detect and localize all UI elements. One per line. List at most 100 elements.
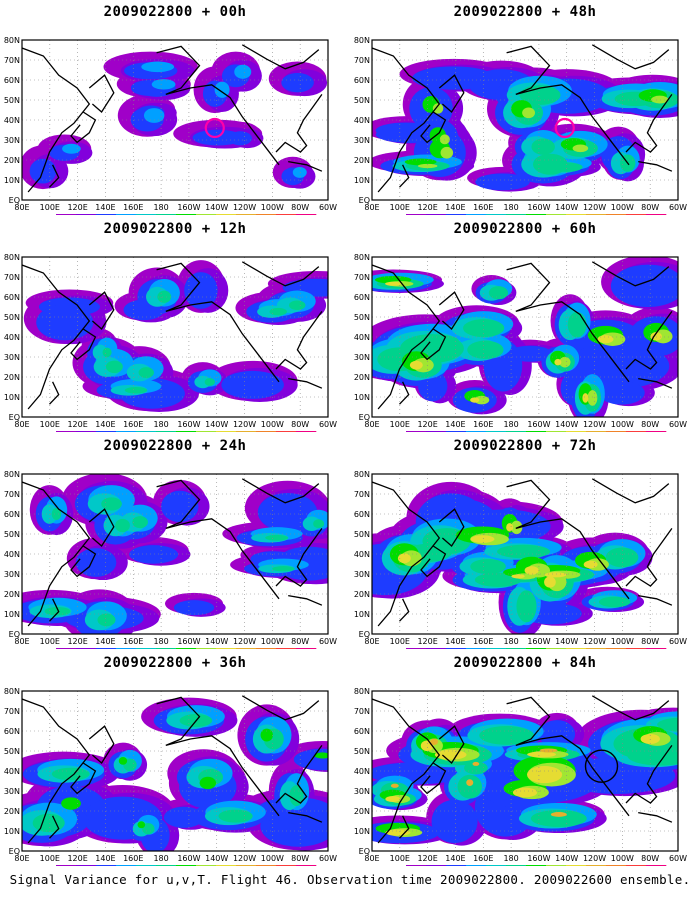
colorbar-swatch <box>256 865 277 866</box>
colorbar-swatch <box>256 214 277 215</box>
lon-tick-label: 180 <box>153 637 168 646</box>
variance-contour <box>527 766 563 784</box>
colorbar-swatch <box>606 865 627 866</box>
lat-tick-label: EQ <box>9 196 20 205</box>
colorbar-swatch <box>586 865 607 866</box>
variance-contour <box>32 813 65 833</box>
colorbar-swatch <box>466 214 487 215</box>
colorbar-swatch <box>466 865 487 866</box>
lon-tick-label: 120E <box>417 203 437 212</box>
lat-tick-label: 20N <box>354 807 370 816</box>
colorbar-swatch <box>486 865 507 866</box>
variance-contour <box>522 107 536 119</box>
lat-tick-label: 50N <box>4 747 20 756</box>
coastline <box>638 594 673 606</box>
coastline <box>241 44 320 70</box>
lon-tick-label: 60W <box>669 637 687 646</box>
colorbar-swatch <box>156 865 177 866</box>
variance-contour <box>199 776 217 790</box>
colorbar-swatch <box>276 431 297 432</box>
lon-tick-label: 80W <box>291 203 309 212</box>
lat-tick-label: 10N <box>354 393 370 402</box>
coastline <box>420 762 447 795</box>
colorbar-swatch <box>526 431 547 432</box>
lon-tick-label: 160E <box>123 420 143 429</box>
variance-contour <box>385 281 402 286</box>
variance-contour <box>597 335 614 344</box>
variance-contour <box>488 286 509 300</box>
variance-contour <box>138 367 154 378</box>
lon-tick-label: 60W <box>669 203 687 212</box>
variance-contour <box>204 378 216 386</box>
variance-contour <box>102 347 112 358</box>
map-panel: 2009022800 + 00h 80N 70N 60N 50N 40N 30N 20N 10N… <box>0 0 350 215</box>
lon-tick-label: 120W <box>583 854 606 863</box>
colorbar-swatch <box>176 865 197 866</box>
coastline <box>88 74 115 113</box>
variance-contour <box>587 390 598 406</box>
colorbar-swatch <box>116 431 137 432</box>
lon-tick-label: 60W <box>669 854 687 863</box>
colorbar-swatch <box>136 865 157 866</box>
variance-contour <box>173 600 215 616</box>
variance-contour <box>218 809 253 823</box>
variance-contour <box>151 79 176 90</box>
colorbar-swatch <box>506 865 527 866</box>
variance-contour <box>314 752 328 759</box>
coastline <box>506 479 630 600</box>
variance-contour <box>260 728 273 742</box>
lon-tick-label: 80W <box>641 637 659 646</box>
variance-contour <box>610 264 678 308</box>
lat-tick-label: 50N <box>4 96 20 105</box>
lat-tick-label: 70N <box>354 273 370 282</box>
variance-contour <box>511 574 525 579</box>
variance-contour <box>605 547 639 568</box>
lon-tick-label: 60W <box>319 420 337 429</box>
colorbar-swatch <box>506 648 527 649</box>
lon-tick-label: 140E <box>95 420 115 429</box>
variance-contour <box>539 720 576 749</box>
variance-contour <box>464 761 488 775</box>
coastline <box>399 815 410 839</box>
colorbar-swatch <box>96 214 117 215</box>
lat-tick-label: 60N <box>354 727 370 736</box>
variance-contour <box>115 518 130 533</box>
lat-tick-label: 30N <box>4 136 20 145</box>
colorbar-swatch <box>526 648 547 649</box>
lat-tick-label: EQ <box>359 196 370 205</box>
variance-contour <box>479 725 534 745</box>
lat-tick-label: 50N <box>4 530 20 539</box>
colorbar-swatch <box>56 865 77 866</box>
coastline <box>70 545 97 578</box>
coastline <box>420 328 447 361</box>
lon-tick-label: 80E <box>364 637 379 646</box>
variance-contour <box>432 103 444 114</box>
variance-contour <box>51 767 90 781</box>
colorbar-swatch <box>276 648 297 649</box>
lat-tick-label: 20N <box>4 590 20 599</box>
variance-contour <box>124 387 148 394</box>
lon-tick-label: 160E <box>473 637 493 646</box>
lat-tick-label: 50N <box>354 313 370 322</box>
lat-tick-label: 30N <box>4 787 20 796</box>
variance-contour <box>559 356 571 368</box>
colorbar-swatch <box>406 431 427 432</box>
lat-tick-label: 80N <box>4 687 20 696</box>
lon-tick-label: 100W <box>261 203 284 212</box>
coastline <box>22 481 91 627</box>
colorbar-swatch <box>176 431 197 432</box>
variance-contour <box>457 774 482 799</box>
lon-tick-label: 140W <box>205 637 228 646</box>
variance-contour <box>572 144 589 153</box>
colorbar-swatch <box>586 431 607 432</box>
variance-contour <box>467 340 504 359</box>
lon-tick-label: 160W <box>177 637 200 646</box>
lon-tick-label: 120W <box>583 637 606 646</box>
colorbar-swatch <box>426 214 447 215</box>
coastline <box>506 262 630 383</box>
panel-title: 2009022800 + 12h <box>103 221 247 237</box>
colorbar-swatch <box>296 648 317 649</box>
